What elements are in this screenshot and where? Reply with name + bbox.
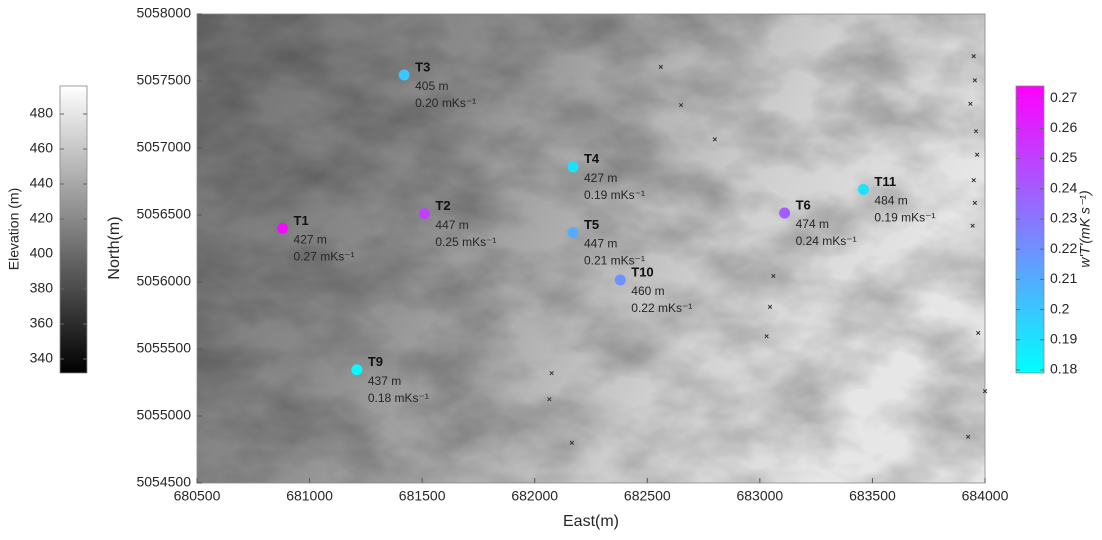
- colorbar-tick-label: 340: [30, 350, 54, 366]
- colorbar-tick-label: 0.18: [1050, 361, 1077, 377]
- colorbar-tick-label: 0.22: [1050, 240, 1077, 256]
- tower-point: [567, 161, 578, 172]
- tower-point: [399, 69, 410, 80]
- tower-name: T5: [584, 217, 599, 232]
- tower-name: T2: [435, 198, 450, 213]
- colorbar-tick-label: 440: [30, 175, 54, 191]
- x-tick-label: 683500: [849, 488, 896, 504]
- colorbar-tick-label: 360: [30, 315, 54, 331]
- y-tick-label: 5056000: [136, 273, 191, 289]
- colorbar-tick-label: 0.19: [1050, 330, 1077, 346]
- y-tick-label: 5056500: [136, 206, 191, 222]
- colorbar-tick-label: 0.23: [1050, 210, 1077, 226]
- tower-flux: 0.19 mKs⁻¹: [874, 211, 935, 225]
- tower-flux: 0.22 mKs⁻¹: [631, 301, 692, 315]
- y-tick-label: 5057500: [136, 72, 191, 88]
- x-axis-label: East(m): [563, 513, 619, 530]
- x-tick-label: 681000: [286, 488, 333, 504]
- colorbar-tick-label: 420: [30, 210, 54, 226]
- flux-colorbar: [1016, 86, 1044, 373]
- tower-flux: 0.25 mKs⁻¹: [435, 235, 496, 249]
- tower-flux: 0.20 mKs⁻¹: [415, 96, 476, 110]
- tower-name: T11: [874, 174, 896, 189]
- tower-elevation: 460 m: [631, 284, 664, 298]
- tower-flux: 0.24 mKs⁻¹: [796, 234, 857, 248]
- tower-point: [277, 223, 288, 234]
- tower-name: T1: [294, 213, 309, 228]
- x-tick-label: 684000: [962, 488, 1009, 504]
- tower-point: [567, 227, 578, 238]
- colorbar-tick-label: 0.2: [1050, 300, 1070, 316]
- colorbar-tick-label: 0.26: [1050, 119, 1077, 135]
- x-tick-label: 682500: [624, 488, 671, 504]
- colorbar-tick-label: 380: [30, 280, 54, 296]
- chart: East(m) North(m) Elevation (m) w'T'(mK s…: [0, 0, 1102, 535]
- tower-elevation: 405 m: [415, 79, 448, 93]
- tower-point: [858, 184, 869, 195]
- flux-colorbar-label: w'T'(mK s⁻¹): [1077, 190, 1093, 267]
- colorbar-tick-label: 400: [30, 245, 54, 261]
- colorbar-tick-label: 480: [30, 105, 54, 121]
- elevation-colorbar-label: Elevation (m): [6, 188, 22, 270]
- tower-elevation: 427 m: [294, 233, 327, 247]
- colorbar-tick-label: 0.27: [1050, 89, 1077, 105]
- tower-point: [419, 208, 430, 219]
- x-tick-label: 680500: [174, 488, 221, 504]
- tower-name: T3: [415, 59, 430, 74]
- elevation-colorbar: [60, 86, 87, 373]
- y-axis-label: North(m): [106, 216, 123, 279]
- tower-elevation: 427 m: [584, 171, 617, 185]
- colorbar-tick-label: 0.24: [1050, 179, 1077, 195]
- tower-elevation: 447 m: [435, 218, 468, 232]
- tower-elevation: 474 m: [796, 217, 829, 231]
- colorbar-tick-label: 0.21: [1050, 270, 1077, 286]
- tower-point: [615, 274, 626, 285]
- tower-elevation: 437 m: [368, 374, 401, 388]
- tower-flux: 0.18 mKs⁻¹: [368, 391, 429, 405]
- tower-name: T4: [584, 151, 600, 166]
- tower-point: [779, 207, 790, 218]
- tower-flux: 0.19 mKs⁻¹: [584, 188, 645, 202]
- tower-elevation: 484 m: [874, 194, 907, 208]
- tower-name: T9: [368, 354, 383, 369]
- colorbar-tick-label: 0.25: [1050, 149, 1077, 165]
- y-tick-label: 5057000: [136, 139, 191, 155]
- tower-name: T10: [631, 264, 653, 279]
- colorbar-tick-label: 460: [30, 140, 54, 156]
- x-tick-label: 682000: [511, 488, 558, 504]
- y-tick-label: 5054500: [136, 474, 191, 490]
- x-tick-label: 683000: [736, 488, 783, 504]
- tower-elevation: 447 m: [584, 237, 617, 251]
- x-tick-label: 681500: [399, 488, 446, 504]
- y-tick-label: 5055000: [136, 407, 191, 423]
- tower-point: [351, 364, 362, 375]
- y-tick-label: 5055500: [136, 340, 191, 356]
- tower-name: T6: [796, 197, 811, 212]
- tower-flux: 0.27 mKs⁻¹: [294, 250, 355, 264]
- y-tick-label: 5058000: [136, 5, 191, 21]
